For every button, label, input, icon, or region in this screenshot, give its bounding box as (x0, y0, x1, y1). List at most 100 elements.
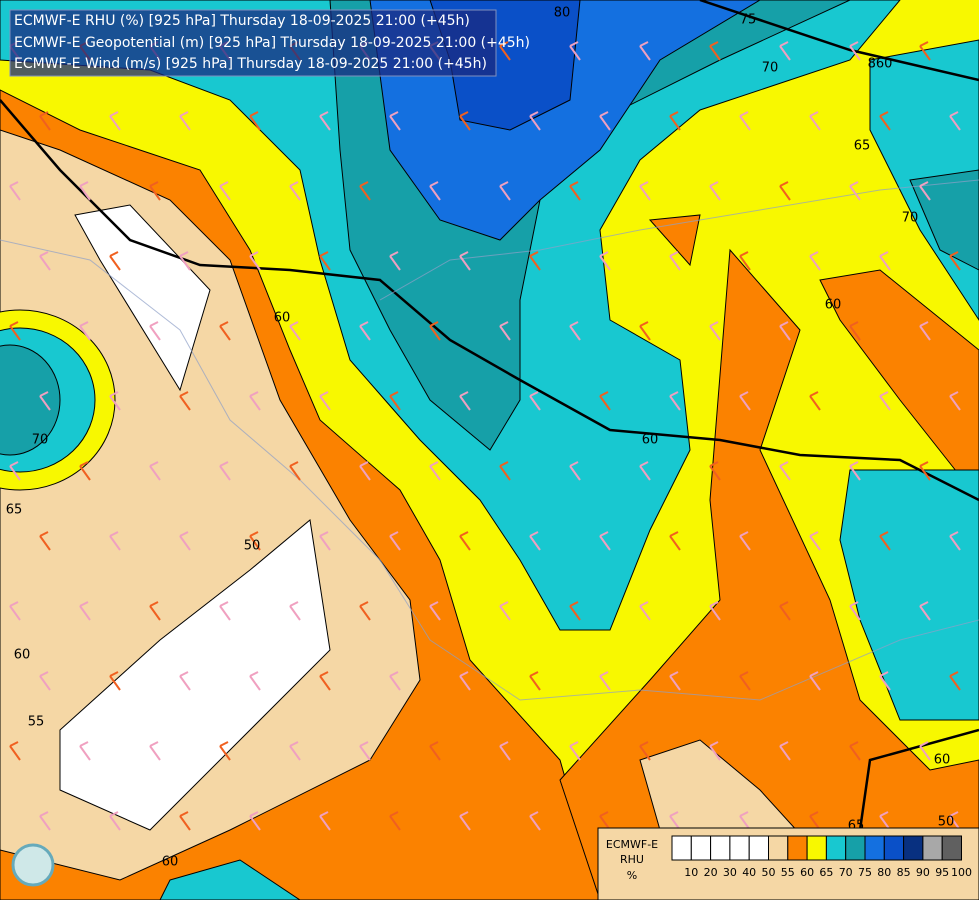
contour-label: 55 (28, 715, 45, 730)
wind-barb (179, 531, 191, 551)
contour-label: 70 (902, 211, 919, 226)
wind-barb (529, 531, 541, 551)
legend-tick-label: 80 (877, 866, 891, 879)
wind-barb (919, 181, 931, 201)
contour-label: 65 (854, 139, 871, 154)
contour-label: 70 (32, 433, 49, 448)
wind-barb (109, 531, 121, 551)
rhu-55 (819, 269, 979, 501)
legend-swatch (825, 835, 847, 861)
wind-barb (79, 181, 91, 201)
wind-barb (599, 111, 611, 131)
wind-barb (319, 391, 331, 411)
wind-barb (249, 251, 261, 271)
wind-barb (289, 181, 301, 201)
legend: 10 20 30 40 50 55 60 65 70 75 80 85 90 95 100 (671, 835, 972, 879)
wind-barb (429, 741, 441, 761)
legend-tick-label: 60 (800, 866, 814, 879)
wind-barb (949, 111, 961, 131)
wind-barb (109, 671, 121, 691)
wind-barb (219, 461, 231, 481)
wind-barb (779, 181, 791, 201)
legend-swatch (690, 835, 712, 861)
wind-barb (779, 321, 791, 341)
wind-barb (109, 811, 121, 831)
wind-barb (429, 461, 441, 481)
wind-barb (879, 391, 891, 411)
wind-barb (569, 741, 581, 761)
wind-barb (9, 741, 21, 761)
wind-barb (919, 601, 931, 621)
legend-swatch (806, 835, 827, 861)
wind-barb (879, 671, 891, 691)
wind-barb (499, 461, 511, 481)
legend-swatch (729, 835, 750, 861)
header-line: ECMWF-E RHU (%) [925 hPa] Thursday 18-09… (14, 13, 470, 29)
wind-barb (39, 811, 51, 831)
legend-swatch (883, 835, 905, 861)
wind-barb (459, 111, 471, 131)
wind-barb (389, 671, 401, 691)
wind-barb (639, 601, 651, 621)
wind-barb (149, 741, 161, 761)
wind-barb (669, 391, 681, 411)
legend-tick-label: 75 (858, 866, 872, 879)
wind-barb (249, 811, 261, 831)
wind-barb (709, 601, 721, 621)
contour-label: 60 (162, 855, 179, 870)
wind-barb (149, 461, 161, 481)
rhu-70 (0, 344, 61, 456)
rhu-low (59, 519, 331, 831)
wind-barb (389, 391, 401, 411)
wind-barb (599, 391, 611, 411)
wind-barb (569, 41, 581, 61)
legend-tick-label: 95 (935, 866, 949, 879)
wind-barb (569, 321, 581, 341)
wind-barb (529, 251, 541, 271)
contour-label: 50 (244, 539, 261, 554)
wind-barb (529, 111, 541, 131)
wind-barb (149, 181, 161, 201)
wind-barb (599, 671, 611, 691)
wind-barb (109, 251, 121, 271)
legend-tick-label: 90 (916, 866, 930, 879)
wind-barb (249, 391, 261, 411)
wind-barb (429, 181, 441, 201)
wind-barb (779, 461, 791, 481)
wind-barb (249, 111, 261, 131)
wind-barb (219, 601, 231, 621)
wind-barb (219, 321, 231, 341)
wind-barb (569, 601, 581, 621)
rhu-low (74, 204, 211, 392)
wind-barb (599, 251, 611, 271)
legend-swatch (941, 835, 963, 861)
contour-label: 60 (642, 433, 659, 448)
legend-title: ECMWF-E (606, 838, 658, 851)
wind-barb (599, 531, 611, 551)
wind-barb (709, 461, 721, 481)
rhu-55 (648, 214, 701, 267)
wind-barb (529, 671, 541, 691)
wind-barb (219, 741, 231, 761)
wind-barb (879, 531, 891, 551)
contour-label: 50 (938, 815, 955, 830)
contour-label: 60 (14, 648, 31, 663)
legend-swatch (903, 835, 924, 861)
wind-barb (109, 391, 121, 411)
wind-barb (249, 531, 261, 551)
wind-barb (389, 811, 401, 831)
contour-label: 60 (934, 753, 951, 768)
legend-tick-label: 70 (839, 866, 853, 879)
wind-barb (919, 41, 931, 61)
header-box (9, 9, 497, 77)
wind-barb (849, 321, 861, 341)
wind-barb (79, 601, 91, 621)
legend-tick-label: 85 (897, 866, 911, 879)
wind-barb (499, 321, 511, 341)
wind-barb (709, 321, 721, 341)
rhu-65 (839, 469, 979, 721)
wind-barb (289, 741, 301, 761)
wind-barb (639, 741, 651, 761)
